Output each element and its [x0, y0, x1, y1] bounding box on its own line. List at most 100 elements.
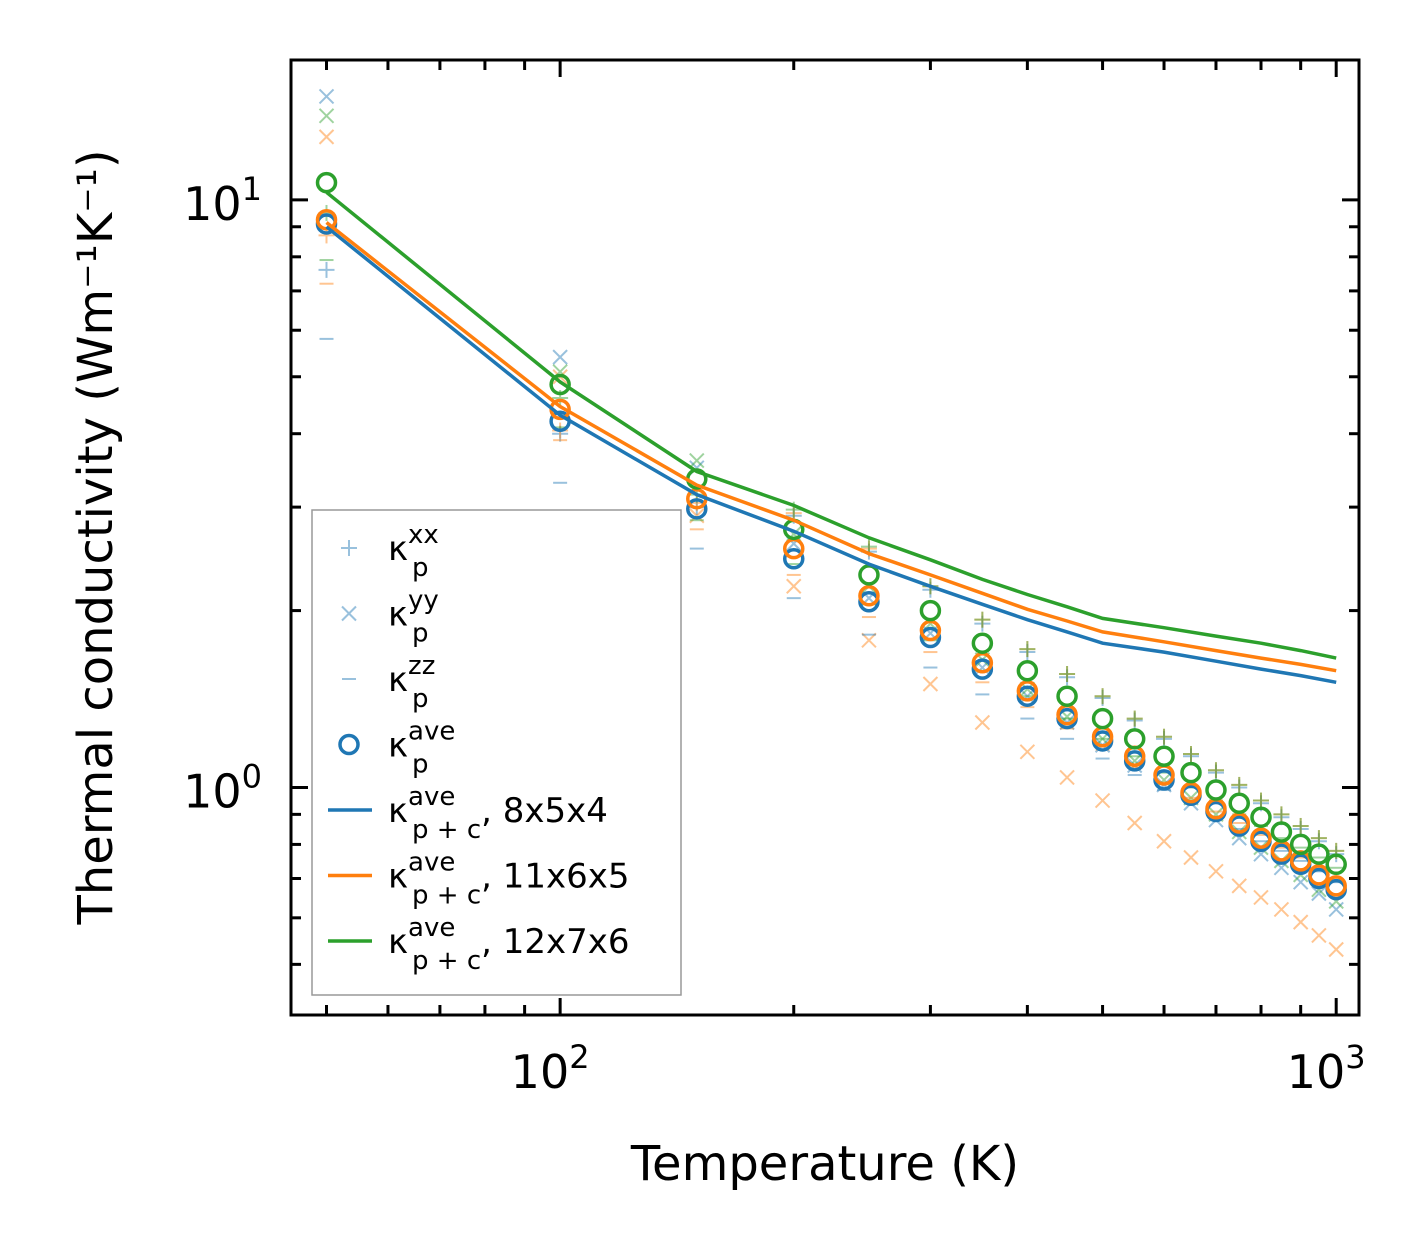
kave_12x7x6-point: [1016, 659, 1039, 682]
kave_11x6x5-point: [1180, 781, 1202, 804]
legend-item: κyy p: [341, 586, 439, 649]
kxx_12x7x6-point: [1156, 728, 1173, 745]
kave_12x7x6-point: [1250, 806, 1272, 828]
kyy_8x5x4-point: [1328, 901, 1344, 918]
x-tick-label: 102: [511, 1038, 590, 1099]
kxx_11x6x5-point: [1094, 688, 1111, 705]
kxx_8x5x4-point: [1207, 764, 1224, 781]
kxx_8x5x4-point: [1059, 669, 1076, 686]
kave_12x7x6-point: [1308, 843, 1330, 865]
kyy_11x6x5-point: [1273, 901, 1290, 918]
kyy_11x6x5-point: [786, 578, 802, 594]
legend-marker-swatch: [341, 540, 357, 556]
kave_12x7x6-point: [1056, 685, 1078, 707]
kxx_12x7x6-point: [1231, 776, 1248, 793]
legend-item: κave p: [338, 717, 455, 780]
kave_12x7x6-point: [1153, 745, 1175, 768]
kxx_8x5x4-point: [1019, 644, 1036, 661]
legend-item: κzz p: [342, 651, 435, 714]
kave_12x7x6-point: [1228, 792, 1250, 815]
kxx_12x7x6-point: [1273, 806, 1290, 823]
legend-label: κave p: [388, 717, 455, 780]
legend-item: κave p + c, 11x6x5: [328, 848, 630, 911]
legend-label: κzz p: [388, 651, 435, 714]
legend-item: κave p + c, 8x5x4: [328, 782, 608, 845]
kyy_11x6x5-point: [1019, 744, 1036, 760]
kxx_12x7x6-point: [1094, 688, 1111, 705]
kxx_11x6x5-point: [1207, 762, 1224, 779]
kave_12x7x6-point: [315, 171, 338, 194]
kave_12x7x6-point: [1325, 853, 1347, 876]
kave_12x7x6-point: [1289, 833, 1312, 856]
kave_12x7x6-point: [1123, 728, 1146, 750]
kxx_8x5x4-point: [974, 615, 991, 632]
y-tick-label: 101: [183, 170, 262, 231]
legend-item: κave p + c, 12x7x6: [328, 913, 630, 976]
legend-label: κave p + c, 12x7x6: [388, 913, 630, 976]
kyy_11x6x5-point: [861, 632, 877, 649]
legend-label: κave p + c, 8x5x4: [388, 782, 608, 845]
kxx_11x6x5-point: [1183, 746, 1200, 763]
kave_12x7x6-point: [1180, 761, 1202, 784]
x-tick-label: 103: [1287, 1038, 1366, 1099]
plot-area: [315, 88, 1347, 958]
kyy_12x7x6-point: [689, 452, 705, 469]
kxx_12x7x6-point: [1183, 746, 1200, 763]
legend-label: κave p + c, 11x6x5: [388, 848, 630, 911]
kave_12x7x6-point: [919, 599, 942, 622]
kave_8x5x4-point: [686, 498, 708, 520]
kxx_12x7x6-point: [974, 611, 991, 628]
kyy_11x6x5-point: [1292, 914, 1309, 930]
line-kpc_ave_12x7x6: [325, 190, 1337, 660]
kave_8x5x4-point: [971, 658, 994, 680]
kyy_11x6x5-point: [1094, 792, 1111, 809]
kyy_11x6x5-point: [318, 129, 335, 145]
kyy_11x6x5-point: [1328, 941, 1344, 958]
kave_8x5x4-point: [858, 591, 880, 613]
kxx_8x5x4-point: [1183, 748, 1200, 765]
kxx_12x7x6-point: [1059, 665, 1076, 682]
tick-labels: 102 103 100 101: [183, 170, 1366, 1099]
kxx_12x7x6-point: [1207, 762, 1224, 779]
kxx_11x6x5-point: [1156, 728, 1173, 745]
kave_11x6x5-point: [1016, 680, 1039, 702]
kyy_11x6x5-point: [1253, 889, 1269, 906]
kxx_8x5x4-point: [1126, 712, 1143, 729]
kxx_11x6x5-point: [1231, 776, 1248, 793]
kave_12x7x6-point: [858, 564, 880, 586]
kave_11x6x5-point: [919, 619, 942, 642]
kave_11x6x5-point: [1308, 864, 1330, 886]
kxx_11x6x5-point: [974, 611, 991, 628]
kave_12x7x6-point: [1270, 821, 1293, 843]
kyy_11x6x5-point: [1311, 927, 1327, 944]
kave_11x6x5-point: [1250, 827, 1272, 849]
kyy_11x6x5-point: [1183, 849, 1199, 866]
line-kpc_ave_11x6x5: [325, 221, 1337, 673]
legend-box: [311, 509, 682, 996]
kxx_12x7x6-point: [1126, 710, 1143, 727]
legend-label: κyy p: [388, 586, 439, 649]
x-axis-label: Temperature (K): [630, 1136, 1019, 1192]
kxx_11x6x5-point: [1059, 665, 1076, 682]
kave_12x7x6-point: [549, 373, 571, 396]
kyy_11x6x5-point: [922, 676, 939, 692]
kyy_8x5x4-point: [1292, 874, 1309, 890]
kave_11x6x5-point: [1325, 875, 1347, 897]
kyy_11x6x5-point: [1231, 878, 1247, 894]
kxx_12x7x6-point: [1292, 817, 1309, 834]
kave_11x6x5-point: [858, 584, 880, 607]
kyy_8x5x4-point: [552, 349, 568, 365]
legend-label: κxx p: [388, 520, 439, 583]
legend-marker-swatch: [338, 733, 360, 756]
line-kpc_ave_8x5x4: [325, 225, 1337, 685]
kyy_8x5x4-point: [1019, 688, 1036, 704]
kave_12x7x6-point: [971, 632, 994, 654]
series-kxx_12x7x6: [318, 204, 1345, 859]
kyy_11x6x5-point: [689, 508, 705, 524]
kxx_11x6x5-point: [1252, 792, 1269, 809]
kave_12x7x6-point: [1091, 707, 1114, 730]
kave_8x5x4-point: [919, 626, 942, 649]
kxx_11x6x5-point: [1292, 817, 1309, 834]
kyy_8x5x4-point: [318, 88, 335, 105]
